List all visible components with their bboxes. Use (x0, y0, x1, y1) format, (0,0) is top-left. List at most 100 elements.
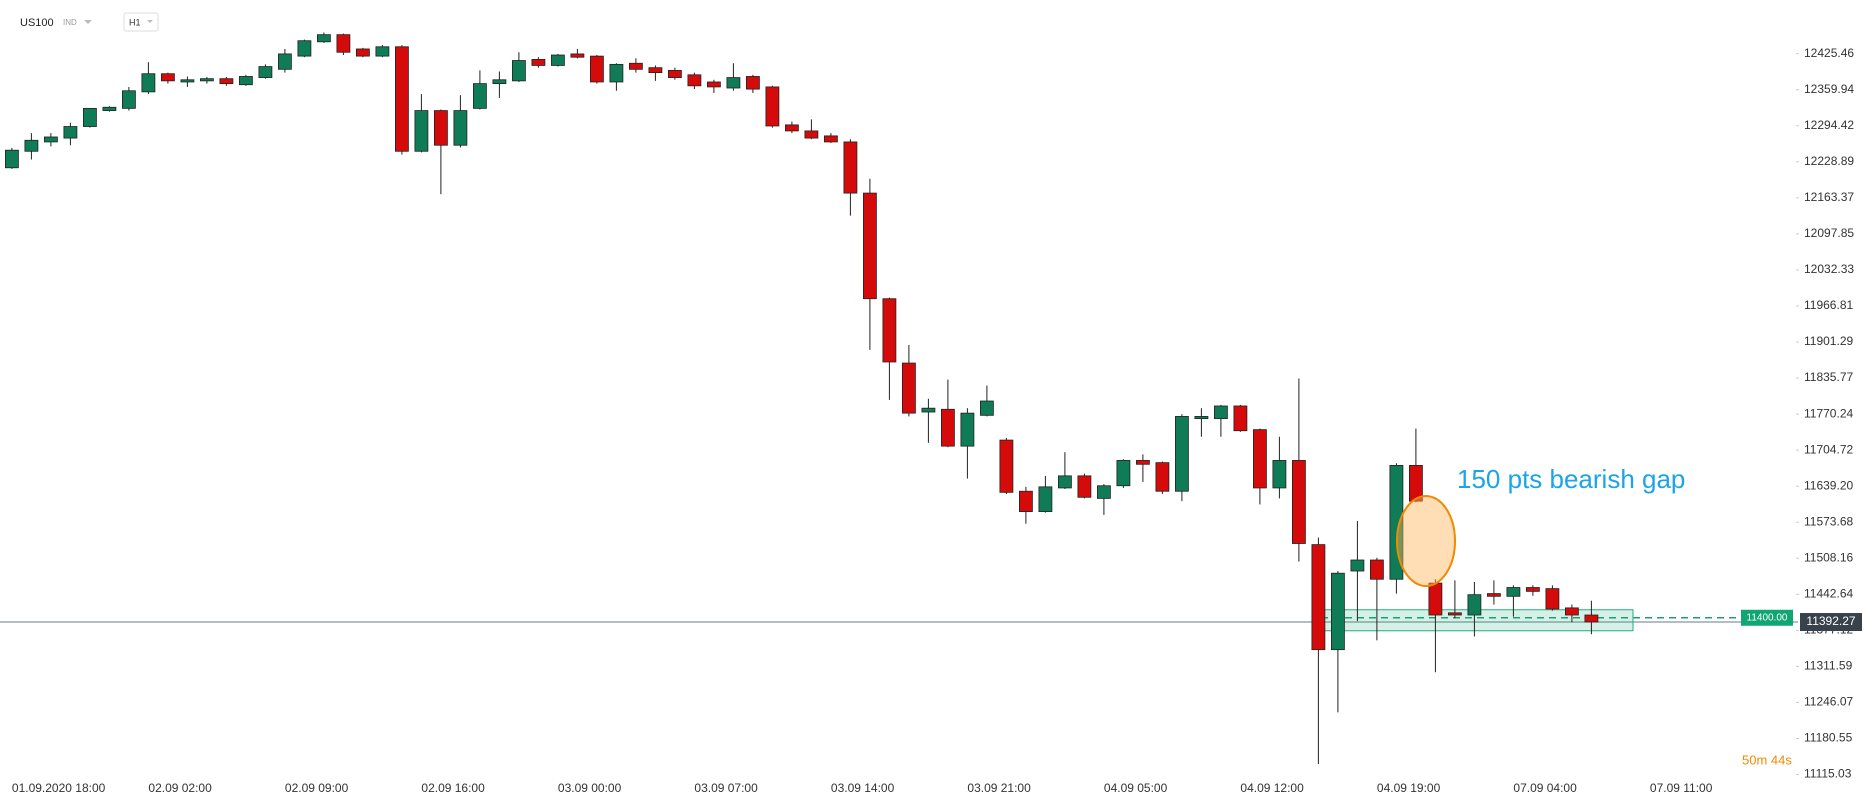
candle-body (570, 53, 585, 58)
candle-body (726, 77, 741, 89)
candle-body (316, 34, 331, 43)
candle-body (492, 79, 507, 85)
x-tick-label: 07.09 11:00 (1650, 781, 1713, 795)
candle-body (707, 81, 721, 88)
candle-body (863, 192, 877, 300)
x-tick-label: 03.09 00:00 (558, 781, 622, 795)
y-tick-label: 11639.20 (1804, 478, 1853, 492)
candle-body (843, 141, 858, 194)
candle-body (1175, 416, 1189, 492)
candle-body (668, 70, 682, 78)
candle-body (44, 136, 58, 143)
y-tick-label: 12228.89 (1804, 154, 1854, 168)
interval[interactable]: H1 (129, 17, 141, 27)
y-tick-label: 11901.29 (1804, 334, 1853, 348)
candle-body (609, 63, 624, 83)
candle-body (1272, 460, 1287, 489)
candle-body (629, 62, 643, 70)
candle-body (160, 73, 175, 82)
y-tick-label: 11966.81 (1804, 298, 1853, 312)
candle-body (1584, 614, 1599, 623)
y-tick-label: 11704.72 (1804, 442, 1853, 456)
market-dropdown[interactable] (84, 20, 92, 24)
y-tick-label: 12359.94 (1804, 82, 1854, 96)
candle-body (258, 66, 273, 78)
x-tick-label: 01.09.2020 18:00 (12, 781, 106, 795)
candle-body (1448, 612, 1462, 616)
candle-body (394, 46, 409, 152)
candle-body (746, 76, 760, 90)
candle-body (921, 407, 936, 413)
candle-body (804, 130, 819, 139)
y-tick-label: 11573.68 (1804, 514, 1853, 528)
candle-body (687, 74, 702, 87)
candle-body (1506, 587, 1521, 597)
candle-body (999, 439, 1014, 493)
plot: 12425.46 12359.94 12294.42 12228.89 12163.37… (0, 32, 1862, 795)
candle-body (1077, 475, 1092, 498)
y-tick-label: 11770.24 (1804, 406, 1853, 420)
y-tick-label: 11180.55 (1804, 731, 1853, 745)
candle-body (1038, 486, 1053, 512)
candle-body (1350, 559, 1365, 572)
market[interactable]: IND (63, 18, 77, 27)
candle-body (414, 110, 429, 152)
candle-body (83, 107, 97, 127)
y-tick-label: 12294.42 (1804, 118, 1854, 132)
candle-body (102, 106, 117, 111)
candle-body (1194, 416, 1209, 420)
x-tick-label: 04.09 19:00 (1377, 781, 1441, 795)
annotation: 150 pts bearish gap (1457, 464, 1685, 494)
candle-body (1311, 544, 1326, 651)
candle-body (785, 124, 799, 132)
y-tick-label: 11115.03 (1804, 767, 1852, 781)
candle-body (1019, 490, 1033, 512)
y-tick-label: 11246.07 (1804, 695, 1853, 709)
symbol: US100 (20, 17, 54, 29)
candle-body (375, 46, 390, 57)
level-label-box (1741, 609, 1793, 626)
candle-body (1428, 582, 1443, 616)
candle-body (1097, 485, 1111, 499)
candle-body (882, 298, 897, 363)
timer: 50m 44s (1742, 752, 1792, 767)
candle-body (1565, 607, 1579, 616)
candle-body (1487, 593, 1501, 597)
candle-body (277, 53, 292, 70)
candle-body (941, 408, 955, 447)
candle-body (1058, 475, 1072, 489)
candle-body (180, 79, 195, 83)
x-tick-label: 04.09 12:00 (1240, 781, 1304, 795)
candle-body (590, 55, 604, 83)
candle-body (238, 76, 253, 86)
x-tick-label: 02.09 02:00 (148, 781, 212, 795)
x-tick-label: 03.09 14:00 (831, 781, 895, 795)
candle-body (122, 90, 136, 109)
gap-marker (1396, 495, 1456, 587)
candle-body (551, 54, 565, 66)
x-tick-label: 03.09 07:00 (694, 781, 758, 795)
candle-body (1526, 587, 1540, 592)
candle-body (1545, 588, 1560, 610)
y-tick-label: 12425.46 (1804, 46, 1854, 60)
candle-body (453, 110, 468, 146)
candle-body (1136, 460, 1150, 465)
y-tick-label: 11835.77 (1804, 370, 1853, 384)
candle-body (199, 78, 214, 82)
candle-body (1409, 464, 1423, 502)
candle-body (1370, 559, 1384, 580)
interval-dropdown[interactable] (147, 20, 153, 23)
x-tick-label: 07.09 04:00 (1513, 781, 1577, 795)
candle-body (1292, 460, 1306, 544)
candle-body (824, 135, 838, 143)
candle-body (1389, 464, 1404, 580)
y-tick-label: 12163.37 (1804, 190, 1854, 204)
x-tick-label: 02.09 16:00 (421, 781, 485, 795)
candle-body (355, 48, 370, 57)
candle-body (1155, 462, 1170, 492)
y-tick-label: 12097.85 (1804, 226, 1854, 240)
interval-box[interactable] (123, 12, 159, 32)
candle-body (297, 40, 312, 57)
candle-body (336, 34, 351, 53)
candle-body (980, 400, 994, 416)
